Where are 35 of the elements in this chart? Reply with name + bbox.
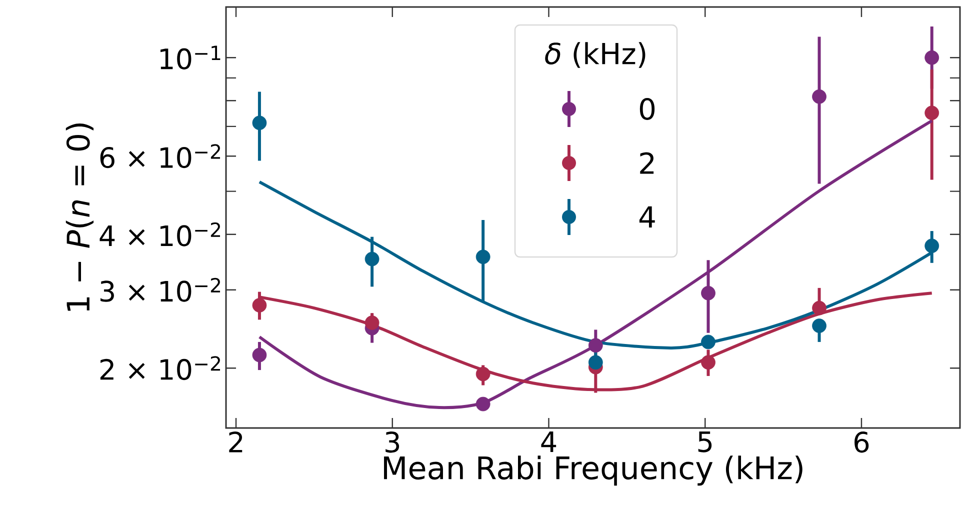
legend-label: 2 — [640, 152, 654, 174]
point — [252, 348, 267, 362]
legend-label: 4 — [639, 206, 655, 228]
point — [812, 300, 826, 316]
x-tick-label: 3 — [386, 432, 400, 453]
point — [588, 355, 603, 370]
point — [924, 50, 940, 65]
y-tick-label: 2 × 10$^{−2}$ — [100, 356, 220, 380]
x-axis-title: Mean Rabi Frequency (kHz) — [384, 456, 802, 486]
x-tick-label: 6 — [854, 432, 869, 453]
point — [924, 106, 940, 120]
y-tick-label: 4 × 10$^{−2}$ — [100, 222, 220, 246]
point — [701, 286, 716, 300]
point — [252, 116, 267, 130]
point — [364, 316, 380, 330]
legend-title: δ (kHz) — [545, 42, 646, 68]
point — [701, 334, 716, 350]
point — [924, 238, 940, 254]
point — [588, 338, 603, 353]
x-tick-label: 5 — [698, 432, 712, 452]
y-tick-label: 6 × 10$^{−2}$ — [100, 144, 220, 168]
y-tick-label: 10$^{−1}$ — [160, 46, 220, 70]
point — [701, 355, 716, 370]
point — [476, 396, 490, 412]
x-tick-label: 2 — [229, 432, 242, 452]
point — [812, 318, 826, 334]
y-tick-label: 3 × 10$^{−2}$ — [100, 278, 220, 302]
point — [476, 250, 490, 264]
point — [252, 298, 267, 312]
point — [812, 89, 826, 104]
y-axis-title: 1 − P(n = 0) — [66, 124, 94, 311]
legend-label: 0 — [640, 98, 655, 120]
x-tick-label: 4 — [541, 432, 556, 452]
point — [476, 366, 490, 382]
point — [364, 252, 380, 266]
